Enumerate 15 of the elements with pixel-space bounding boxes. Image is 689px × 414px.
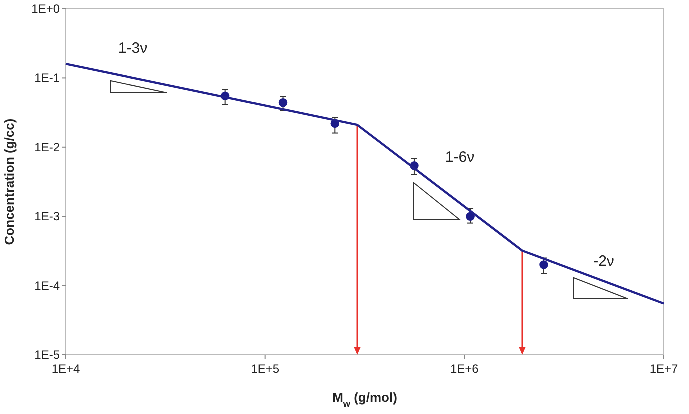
annotation: -2ν	[594, 253, 614, 270]
y-tick-label: 1E-4	[34, 278, 60, 293]
y-tick-label: 1E-3	[34, 210, 60, 224]
x-axis-title: M$_{w}$ (g/mol)	[332, 390, 398, 409]
y-tick-label: 1E-5	[34, 348, 60, 362]
y-tick-label: 1E+0	[32, 2, 60, 16]
annotation: 1-3ν	[118, 40, 148, 57]
annotation: 1-6ν	[445, 149, 475, 166]
y-tick-label: 1E-2	[34, 140, 60, 154]
y-axis-title: Concentration (g/cc)	[2, 118, 17, 246]
x-tick-label: 1E+5	[251, 362, 280, 376]
y-tick-label: 1E-1	[34, 71, 60, 86]
x-tick-label: 1E+4	[52, 362, 81, 376]
x-tick-label: 1E+7	[650, 362, 679, 376]
x-tick-label: 1E+6	[450, 362, 480, 376]
